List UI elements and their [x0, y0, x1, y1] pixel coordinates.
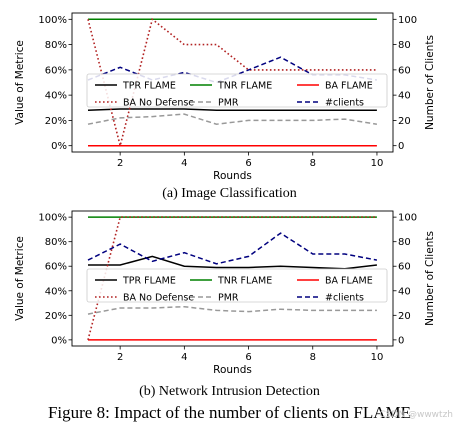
y-tick-label: 40% — [45, 91, 67, 102]
x-tick-label: 4 — [181, 158, 187, 169]
series-line-5 — [87, 232, 378, 265]
legend-label-3: BA No Defense — [123, 98, 194, 109]
y2-tick-label: 40 — [398, 91, 411, 102]
y-tick-label: 80% — [45, 237, 67, 248]
y-tick-label: 100% — [38, 15, 67, 26]
y2-tick-label: 20 — [398, 311, 411, 322]
y-axis-label: Value of Metrice — [14, 40, 26, 125]
y2-axis-label: Number of Clients — [424, 35, 436, 130]
y2-tick-label: 60 — [398, 262, 411, 273]
legend-label-4: PMR — [218, 293, 239, 304]
legend-label-1: TNR FLAME — [217, 276, 272, 287]
y2-tick-label: 80 — [398, 237, 411, 248]
y-tick-label: 40% — [45, 286, 67, 297]
legend-box — [86, 268, 388, 303]
y-tick-label: 20% — [45, 311, 67, 322]
x-tick-label: 2 — [117, 158, 123, 169]
y2-tick-label: 0 — [398, 141, 404, 152]
x-tick-label: 10 — [371, 352, 384, 363]
y2-tick-label: 100 — [398, 213, 417, 224]
legend-label-2: BA FLAME — [325, 276, 373, 287]
x-tick-label: 4 — [181, 352, 187, 363]
subplot-caption-a: (a) Image Classification — [162, 186, 297, 201]
legend-label-2: BA FLAME — [325, 81, 373, 92]
legend-label-5: #clients — [325, 293, 364, 304]
series-group — [87, 216, 378, 341]
x-tick-label: 10 — [371, 158, 384, 169]
plot-frame — [71, 210, 394, 347]
legend-label-3: BA No Defense — [123, 293, 194, 304]
y-tick-label: 60% — [45, 65, 67, 76]
x-tick-label: 8 — [310, 158, 316, 169]
y-tick-label: 0% — [51, 141, 67, 152]
y-tick-label: 80% — [45, 40, 67, 51]
x-axis-label: Rounds — [213, 170, 252, 182]
x-axis-label: Rounds — [213, 364, 252, 376]
y2-tick-label: 80 — [398, 40, 411, 51]
legend-box — [86, 73, 388, 108]
legend-label-0: TPR FLAME — [122, 81, 176, 92]
chart-image-classification: 0% 20% 40% 60% 80% 100% 0 20 40 60 80 100 2 4 6 8 10 Roun… — [14, 12, 436, 182]
y-tick-label: 60% — [45, 262, 67, 273]
series-line-0 — [87, 108, 377, 112]
y-tick-label: 100% — [38, 213, 67, 224]
x-tick-label: 8 — [310, 352, 316, 363]
plot-frame — [71, 12, 394, 153]
x-tick-label: 6 — [245, 352, 251, 363]
legend-label-4: PMR — [218, 98, 239, 109]
series-line-0 — [88, 255, 377, 270]
y2-tick-label: 0 — [398, 335, 404, 346]
y2-axis-label: Number of Clients — [424, 231, 436, 326]
y-axis-label: Value of Metrice — [14, 236, 26, 321]
y2-tick-label: 40 — [398, 286, 411, 297]
x-tick-label: 2 — [117, 352, 123, 363]
y2-tick-label: 60 — [398, 65, 411, 76]
y2-tick-label: 20 — [398, 116, 411, 127]
y2-tick-label: 100 — [398, 15, 417, 26]
chart-network-intrusion-detection: 0% 20% 40% 60% 80% 100% 0 20 40 60 80 100 2 4 6 8 10 Roun… — [14, 210, 436, 376]
subplot-caption-b: (b) Network Intrusion Detection — [139, 384, 320, 399]
series-line-4 — [87, 305, 377, 315]
legend-label-1: TNR FLAME — [217, 81, 272, 92]
x-tick-label: 6 — [245, 158, 251, 169]
watermark: CSDN @wwwtzh — [379, 410, 453, 420]
figure-caption: Figure 8: Impact of the number of client… — [47, 403, 412, 422]
y-tick-label: 0% — [51, 335, 67, 346]
series-line-4 — [87, 113, 378, 125]
legend-label-5: #clients — [325, 98, 364, 109]
y-tick-label: 20% — [45, 116, 67, 127]
legend-label-0: TPR FLAME — [122, 276, 176, 287]
